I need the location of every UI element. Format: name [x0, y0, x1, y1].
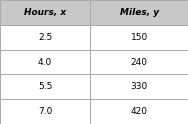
- Bar: [90, 0, 188, 25]
- Bar: [0, 50, 90, 74]
- Text: 240: 240: [131, 58, 148, 66]
- Bar: [90, 74, 188, 99]
- Text: Miles, y: Miles, y: [120, 8, 159, 17]
- Bar: [0, 25, 90, 50]
- Text: 150: 150: [130, 33, 148, 42]
- Bar: [0, 0, 90, 25]
- Text: 7.0: 7.0: [38, 107, 52, 116]
- Text: 4.0: 4.0: [38, 58, 52, 66]
- Bar: [90, 99, 188, 124]
- Bar: [0, 74, 90, 99]
- Text: 5.5: 5.5: [38, 82, 52, 91]
- Bar: [0, 99, 90, 124]
- Text: Hours, x: Hours, x: [24, 8, 66, 17]
- Bar: [90, 50, 188, 74]
- Bar: [90, 25, 188, 50]
- Text: 420: 420: [131, 107, 148, 116]
- Text: 330: 330: [130, 82, 148, 91]
- Text: 2.5: 2.5: [38, 33, 52, 42]
